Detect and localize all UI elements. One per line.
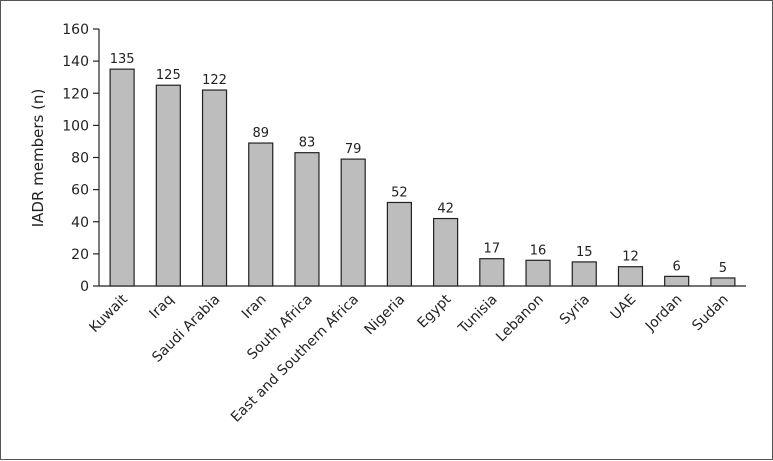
data-labels: 135 125 122 89 83 79 52 42 17 16 15 12 6 5 xyxy=(110,52,727,276)
y-tick-label: 100 xyxy=(62,118,89,134)
bar-uae xyxy=(617,266,644,287)
data-label-east-and-southern-africa: 79 xyxy=(345,142,362,157)
x-tick-label-jordan: Jordan xyxy=(642,292,686,336)
y-axis-label: IADR members (n) xyxy=(29,89,47,228)
y-tick-label: 160 xyxy=(62,22,89,38)
data-label-tunisia: 17 xyxy=(484,242,501,257)
y-tick-label: 80 xyxy=(71,151,89,167)
data-label-iran: 89 xyxy=(252,126,269,141)
y-tick-label: 20 xyxy=(71,247,89,263)
bar-egypt xyxy=(433,217,459,287)
bar-sudan xyxy=(710,277,736,287)
data-label-kuwait: 135 xyxy=(110,52,135,67)
bar-tunisia xyxy=(479,258,505,287)
y-tick-label: 120 xyxy=(62,86,89,102)
x-tick-label-sudan: Sudan xyxy=(689,292,732,335)
bar-east-and-southern-africa xyxy=(340,158,366,287)
y-tick-label: 140 xyxy=(62,54,89,70)
y-axis-ticks: 0 20 40 60 80 100 120 140 160 xyxy=(62,22,99,295)
bar-jordan xyxy=(664,275,690,287)
data-label-iraq: 125 xyxy=(156,68,181,83)
x-tick-label-kuwait: Kuwait xyxy=(87,291,132,336)
bar-syria xyxy=(571,261,597,287)
x-tick-label-iraq: Iraq xyxy=(146,292,177,323)
data-label-uae: 12 xyxy=(622,250,639,265)
bar-kuwait xyxy=(109,68,135,287)
x-tick-label-iran: Iran xyxy=(239,292,270,323)
data-label-jordan: 6 xyxy=(673,259,681,274)
x-tick-label-nigeria: Nigeria xyxy=(361,292,408,339)
bar-lebanon xyxy=(525,259,551,287)
data-label-syria: 15 xyxy=(576,245,593,260)
x-tick-label-uae: UAE xyxy=(608,292,640,324)
data-label-sudan: 5 xyxy=(719,261,727,276)
data-label-south-africa: 83 xyxy=(299,136,316,151)
bar-iraq xyxy=(155,84,181,287)
y-tick-label: 60 xyxy=(71,183,89,199)
bar-nigeria xyxy=(386,201,412,287)
data-label-nigeria: 52 xyxy=(391,185,408,200)
bar-south-africa xyxy=(294,152,320,287)
data-label-lebanon: 16 xyxy=(530,243,547,258)
axes xyxy=(98,29,746,287)
bar-saudi-arabia xyxy=(201,89,228,287)
y-tick-label: 40 xyxy=(71,215,89,231)
bars xyxy=(109,68,736,287)
data-label-egypt: 42 xyxy=(437,202,454,217)
data-label-saudi-arabia: 122 xyxy=(202,73,227,88)
bar-iran xyxy=(248,142,274,287)
x-tick-label-egypt: Egypt xyxy=(415,291,455,331)
x-tick-label-syria: Syria xyxy=(557,292,593,328)
y-tick-label: 0 xyxy=(80,279,89,295)
x-tick-label-tunisia: Tunisia xyxy=(455,292,501,338)
x-tick-label-lebanon: Lebanon xyxy=(493,292,547,346)
